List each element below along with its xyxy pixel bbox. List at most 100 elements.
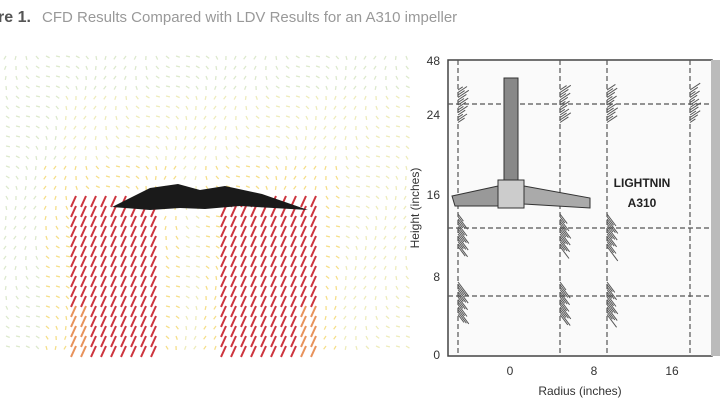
vector-arrow [175, 85, 181, 88]
vector-arrow [260, 345, 267, 358]
vector-arrow [214, 345, 217, 350]
ldv-vector [457, 301, 464, 309]
vector-arrow [300, 315, 307, 328]
vector-arrow [220, 215, 227, 228]
vector-arrow [150, 275, 157, 288]
vector-arrow [175, 275, 181, 278]
vector-arrow [325, 215, 330, 219]
ldv-vector [606, 115, 614, 121]
vector-arrow [130, 275, 137, 288]
vector-arrow [95, 165, 100, 170]
vector-arrow [335, 185, 340, 190]
vector-arrow [130, 255, 137, 268]
vector-arrow [355, 145, 359, 150]
ldv-vector [606, 88, 614, 93]
vector-arrow [365, 195, 370, 199]
vector-arrow [165, 125, 170, 130]
vector-arrow [405, 305, 411, 308]
vector-arrow [294, 155, 297, 161]
vector-arrow [175, 235, 179, 240]
ldv-vector [559, 243, 566, 251]
ldv-vector [457, 294, 464, 303]
vector-arrow [264, 55, 267, 61]
vector-arrow [140, 255, 147, 268]
vector-arrow [65, 315, 68, 321]
vector-arrow [75, 185, 78, 190]
vector-arrow [265, 135, 271, 138]
vector-arrow [193, 155, 197, 160]
vector-arrow [65, 235, 70, 239]
vector-arrow [70, 325, 77, 338]
vector-arrow [363, 55, 367, 60]
vector-arrow [125, 105, 129, 110]
vector-arrow [110, 215, 117, 228]
vector-arrow [150, 325, 157, 338]
vector-arrow [25, 155, 29, 160]
vector-arrow [345, 225, 350, 228]
vector-arrow [335, 205, 340, 209]
vector-arrow [115, 115, 118, 121]
vector-arrow [395, 95, 400, 99]
vector-arrow [233, 95, 237, 100]
vector-arrow [203, 105, 207, 110]
vector-arrow [290, 305, 297, 318]
vector-arrow [195, 215, 200, 219]
vector-arrow [325, 205, 330, 210]
vector-arrow [285, 55, 289, 60]
vector-arrow [55, 305, 60, 309]
vector-arrow [220, 295, 227, 308]
vector-arrow [35, 265, 40, 270]
vector-arrow [100, 215, 107, 228]
vector-arrow [150, 335, 157, 348]
vector-arrow [275, 165, 279, 170]
vector-arrow [333, 95, 337, 100]
vector-arrow [393, 235, 397, 240]
vector-arrow [300, 245, 307, 258]
vector-arrow [3, 245, 7, 250]
ldv-vector [559, 299, 570, 312]
ldv-vector [606, 233, 617, 248]
vector-arrow [90, 195, 97, 208]
vector-arrow [275, 135, 280, 139]
vector-arrow [240, 295, 247, 308]
vector-arrow [195, 255, 201, 258]
vector-arrow [73, 155, 77, 160]
vector-arrow [310, 265, 317, 278]
vector-arrow [240, 225, 247, 238]
vector-arrow [405, 65, 409, 70]
vector-arrow [335, 55, 340, 60]
vector-arrow [285, 85, 291, 88]
vector-arrow [220, 205, 227, 218]
vector-arrow [130, 225, 137, 238]
vector-arrow [150, 305, 157, 318]
ldv-vector [689, 86, 699, 93]
vector-arrow [310, 275, 317, 288]
vector-arrow [260, 215, 267, 228]
vector-arrow [343, 95, 347, 100]
vector-arrow [70, 315, 77, 328]
vector-arrow [245, 125, 250, 130]
ldv-vector [606, 291, 613, 299]
vector-arrow [255, 185, 260, 190]
vector-arrow [310, 345, 317, 358]
vector-arrow [280, 335, 287, 348]
vector-arrow [105, 175, 111, 178]
vector-arrow [130, 345, 137, 358]
vector-arrow [175, 315, 180, 319]
vector-arrow [265, 75, 268, 81]
vector-arrow [310, 285, 317, 298]
ldv-vector [559, 223, 572, 239]
ldv-vector [606, 107, 619, 116]
vector-arrow [105, 155, 110, 160]
vector-arrow [83, 115, 87, 120]
vector-arrow [80, 225, 87, 238]
vector-arrow [385, 185, 389, 190]
vector-arrow [110, 305, 117, 318]
vector-arrow [374, 295, 377, 301]
vector-arrow [4, 75, 7, 81]
vector-arrow [325, 265, 330, 269]
vector-arrow [204, 155, 207, 161]
ldv-vector [689, 90, 700, 98]
vector-arrow [125, 125, 130, 129]
vector-arrow [70, 215, 77, 228]
